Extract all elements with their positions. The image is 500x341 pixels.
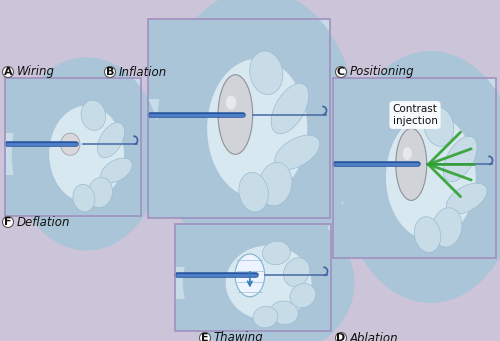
FancyBboxPatch shape xyxy=(333,78,496,258)
Ellipse shape xyxy=(239,172,268,212)
Ellipse shape xyxy=(402,147,412,160)
Text: B: B xyxy=(106,67,114,77)
Polygon shape xyxy=(175,224,230,267)
Ellipse shape xyxy=(432,208,462,247)
Text: Deflation: Deflation xyxy=(17,216,70,228)
Ellipse shape xyxy=(274,135,320,169)
Circle shape xyxy=(200,332,210,341)
Ellipse shape xyxy=(250,51,283,94)
Ellipse shape xyxy=(262,241,290,265)
Text: C: C xyxy=(337,67,345,77)
Circle shape xyxy=(2,217,14,227)
Ellipse shape xyxy=(60,133,80,155)
FancyBboxPatch shape xyxy=(5,78,141,216)
Polygon shape xyxy=(148,158,212,218)
Text: Ablation: Ablation xyxy=(350,331,399,341)
Ellipse shape xyxy=(443,136,477,182)
Text: Thawing: Thawing xyxy=(214,331,264,341)
Text: Positioning: Positioning xyxy=(350,65,414,78)
Ellipse shape xyxy=(271,83,308,134)
Ellipse shape xyxy=(424,107,454,146)
Circle shape xyxy=(336,66,346,77)
Ellipse shape xyxy=(341,51,500,303)
Ellipse shape xyxy=(49,106,124,202)
Circle shape xyxy=(104,66,116,77)
Text: F: F xyxy=(4,217,12,227)
Ellipse shape xyxy=(253,306,278,328)
Ellipse shape xyxy=(270,301,298,325)
Text: D: D xyxy=(336,333,345,341)
Ellipse shape xyxy=(207,59,307,198)
Ellipse shape xyxy=(290,284,316,308)
Polygon shape xyxy=(5,78,52,133)
Text: E: E xyxy=(201,333,209,341)
Circle shape xyxy=(336,332,346,341)
Ellipse shape xyxy=(100,158,132,183)
Circle shape xyxy=(2,66,14,77)
Ellipse shape xyxy=(157,0,358,268)
Polygon shape xyxy=(333,204,390,258)
Ellipse shape xyxy=(446,183,487,214)
FancyBboxPatch shape xyxy=(175,224,331,331)
Ellipse shape xyxy=(396,129,426,201)
Ellipse shape xyxy=(81,100,106,130)
Text: Contrast
injection: Contrast injection xyxy=(392,104,438,126)
Ellipse shape xyxy=(73,184,95,212)
Polygon shape xyxy=(333,78,390,150)
Polygon shape xyxy=(148,19,212,99)
Ellipse shape xyxy=(414,217,441,252)
Ellipse shape xyxy=(284,258,310,286)
Ellipse shape xyxy=(183,208,354,341)
Text: Inflation: Inflation xyxy=(119,65,167,78)
Ellipse shape xyxy=(218,75,252,154)
Ellipse shape xyxy=(98,122,124,158)
Ellipse shape xyxy=(235,254,264,297)
Ellipse shape xyxy=(88,177,112,208)
Ellipse shape xyxy=(226,95,236,109)
Text: Wiring: Wiring xyxy=(17,65,55,78)
Polygon shape xyxy=(5,175,52,216)
Text: A: A xyxy=(4,67,13,77)
Ellipse shape xyxy=(386,114,476,240)
Ellipse shape xyxy=(226,246,312,320)
Ellipse shape xyxy=(259,162,292,206)
Polygon shape xyxy=(175,299,230,331)
Ellipse shape xyxy=(12,57,162,251)
FancyBboxPatch shape xyxy=(148,19,330,218)
